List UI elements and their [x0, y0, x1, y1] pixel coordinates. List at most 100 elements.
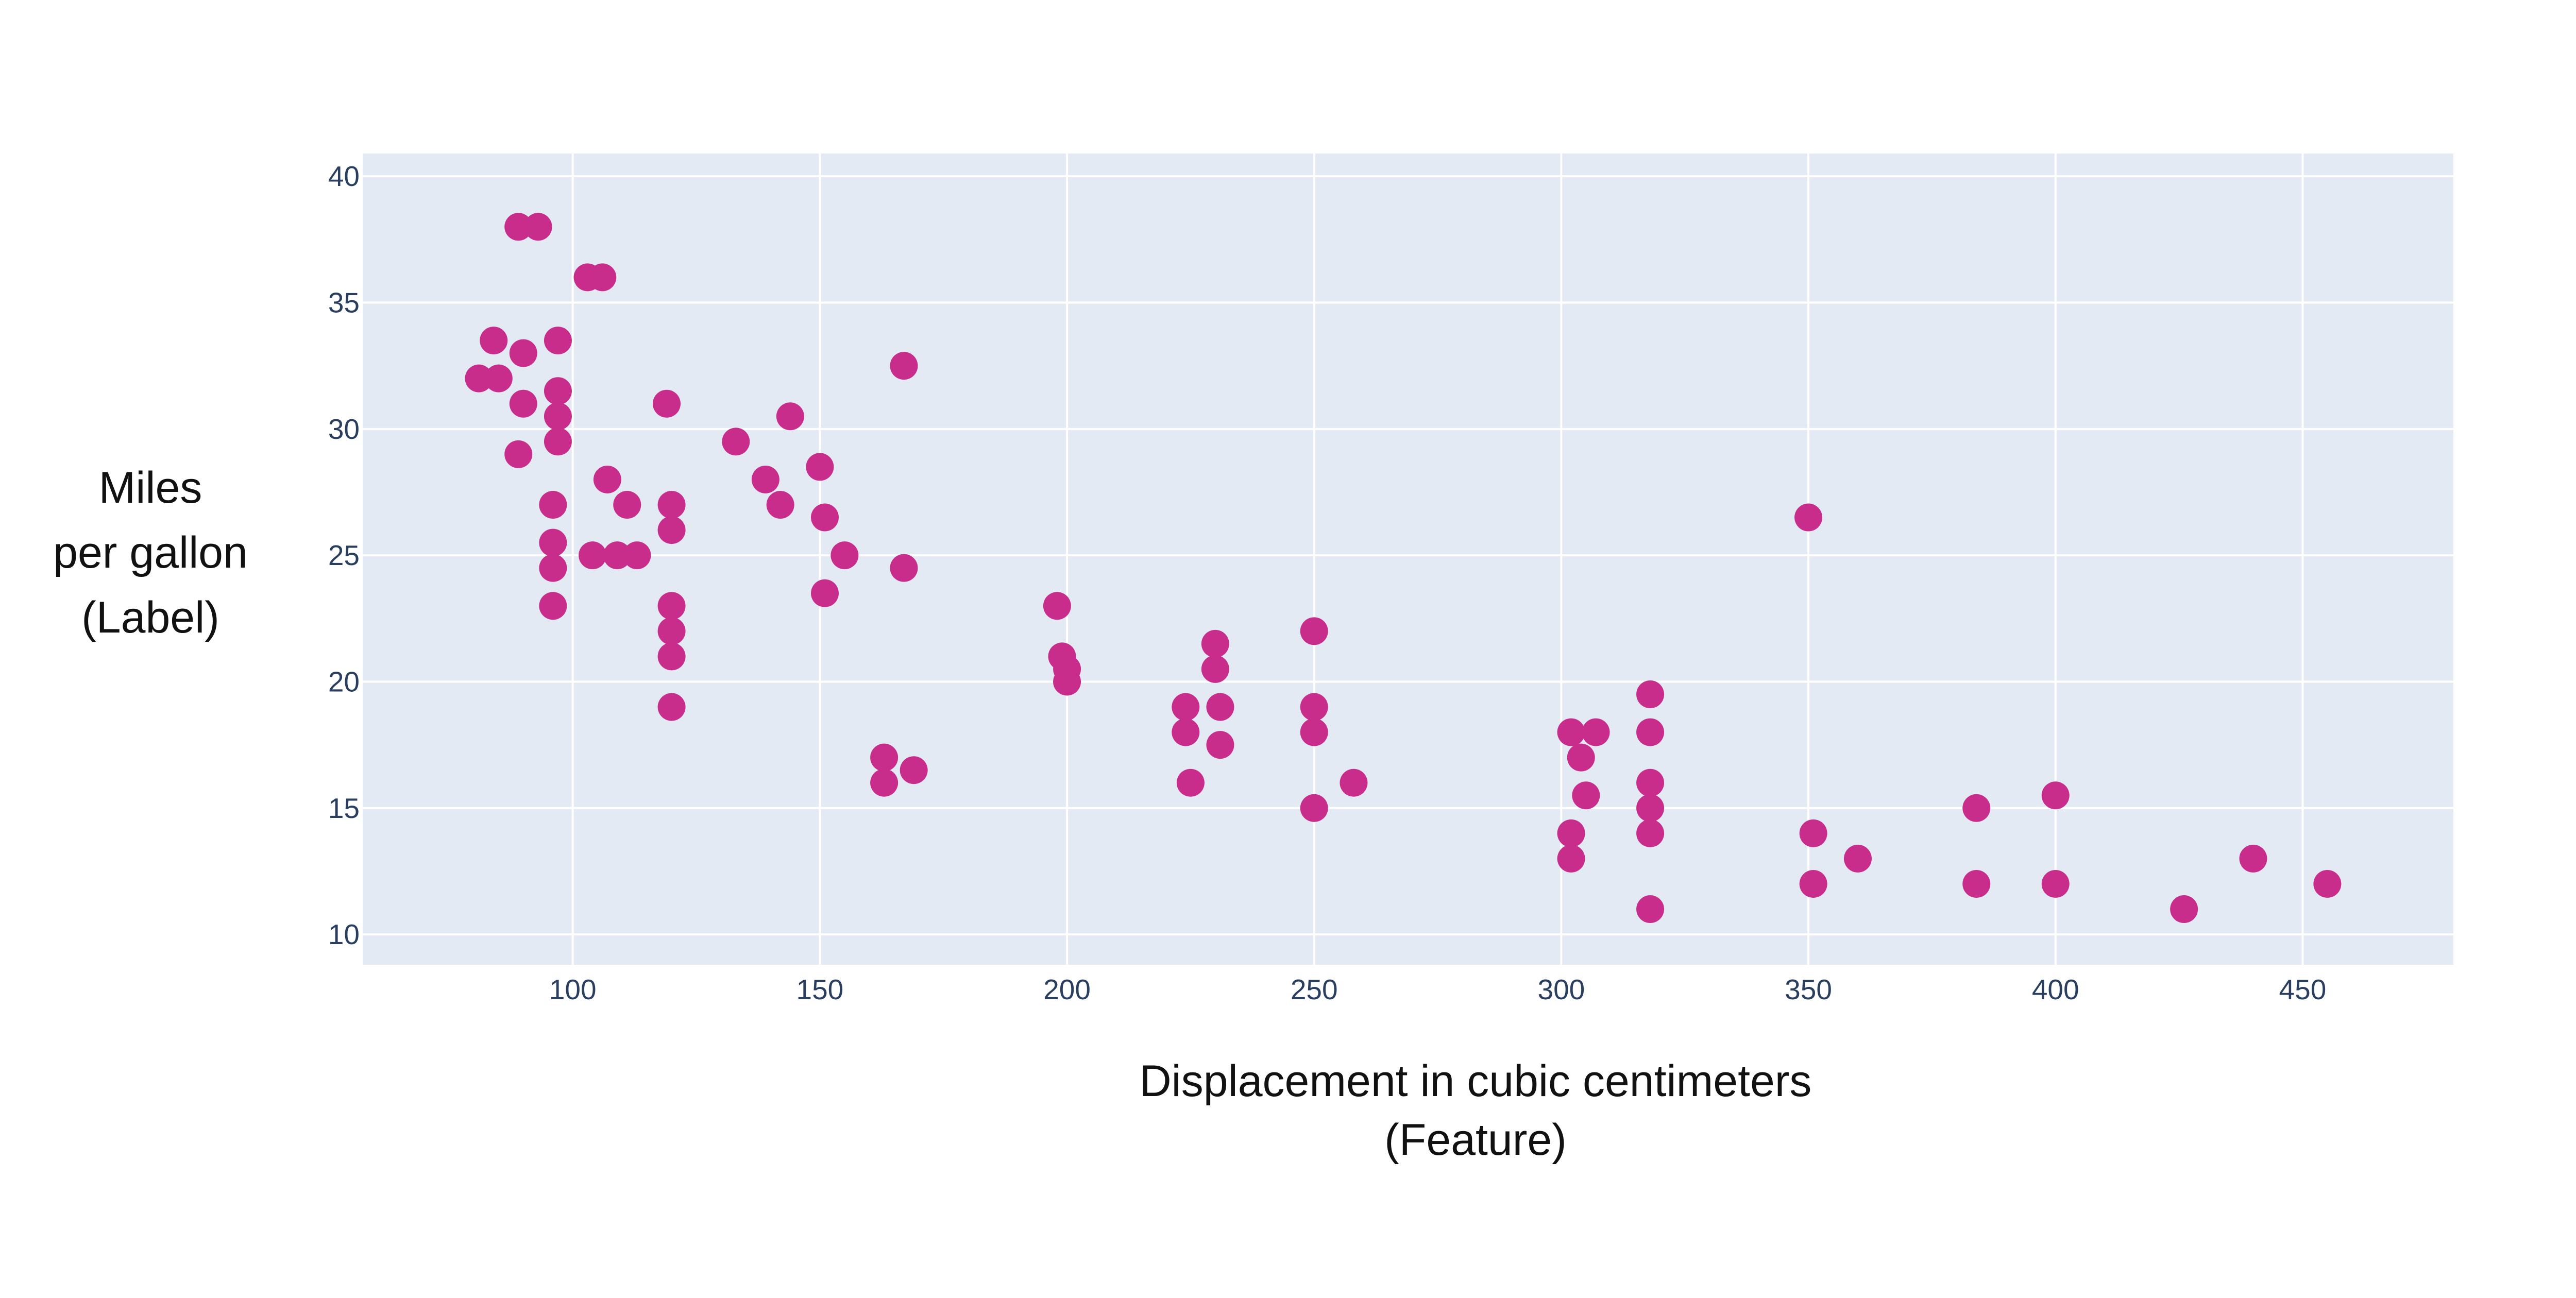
data-point[interactable]: [465, 364, 493, 392]
y-tick-label: 20: [328, 665, 360, 697]
data-point[interactable]: [1206, 731, 1234, 759]
data-point[interactable]: [1636, 718, 1665, 746]
tick-labels: 100 150 200 250 300 350 400 450 10 15 20 25 30 35 40: [328, 160, 2326, 1005]
data-point[interactable]: [539, 554, 567, 582]
y-axis-title-line3: (Label): [81, 593, 219, 642]
data-point[interactable]: [657, 617, 686, 645]
data-point[interactable]: [1799, 869, 1827, 898]
data-point[interactable]: [657, 491, 686, 519]
data-point[interactable]: [1636, 794, 1665, 822]
data-point[interactable]: [1176, 768, 1205, 797]
x-tick-label: 100: [549, 973, 597, 1005]
y-tick-label: 25: [328, 539, 360, 571]
data-point[interactable]: [1843, 844, 1872, 873]
data-point[interactable]: [603, 541, 632, 570]
data-point[interactable]: [539, 491, 567, 519]
x-tick-label: 450: [2279, 973, 2327, 1005]
x-tick-label: 400: [2032, 973, 2079, 1005]
data-point[interactable]: [1962, 794, 1991, 822]
data-points: [465, 213, 2342, 924]
data-point[interactable]: [657, 642, 686, 671]
data-point[interactable]: [1636, 819, 1665, 847]
y-tick-label: 10: [328, 918, 360, 950]
y-tick-label: 40: [328, 160, 360, 192]
data-point[interactable]: [1636, 768, 1665, 797]
y-tick-label: 30: [328, 413, 360, 445]
x-tick-label: 300: [1538, 973, 1585, 1005]
data-point[interactable]: [657, 693, 686, 721]
data-point[interactable]: [1043, 592, 1071, 620]
data-point[interactable]: [544, 327, 572, 355]
data-point[interactable]: [1557, 819, 1585, 847]
data-point[interactable]: [766, 491, 794, 519]
data-point[interactable]: [870, 768, 899, 797]
data-point[interactable]: [544, 402, 572, 431]
data-point[interactable]: [890, 352, 918, 380]
data-point[interactable]: [1172, 718, 1200, 746]
y-tick-label: 15: [328, 792, 360, 824]
data-point[interactable]: [1300, 617, 1328, 645]
data-point[interactable]: [1053, 668, 1081, 696]
data-point[interactable]: [539, 528, 567, 557]
data-point[interactable]: [2041, 781, 2070, 810]
data-point[interactable]: [593, 465, 621, 493]
data-point[interactable]: [810, 503, 839, 532]
data-point[interactable]: [613, 491, 641, 519]
data-point[interactable]: [544, 428, 572, 456]
x-tick-label: 250: [1291, 973, 1338, 1005]
data-point[interactable]: [657, 592, 686, 620]
data-point[interactable]: [1201, 629, 1229, 658]
data-point[interactable]: [588, 263, 617, 292]
data-point[interactable]: [806, 453, 834, 481]
data-point[interactable]: [652, 389, 681, 418]
data-point[interactable]: [776, 402, 804, 431]
data-point[interactable]: [2313, 869, 2342, 898]
data-point[interactable]: [1300, 718, 1328, 746]
data-point[interactable]: [1582, 718, 1610, 746]
data-point[interactable]: [2041, 869, 2070, 898]
y-axis-title-line2: per gallon: [53, 528, 248, 577]
data-point[interactable]: [1300, 794, 1328, 822]
data-point[interactable]: [504, 213, 533, 241]
data-point[interactable]: [890, 554, 918, 582]
x-tick-label: 150: [796, 973, 844, 1005]
data-point[interactable]: [1201, 655, 1229, 683]
data-point[interactable]: [657, 516, 686, 544]
data-point[interactable]: [2239, 844, 2267, 873]
data-point[interactable]: [484, 364, 513, 392]
data-point[interactable]: [2170, 895, 2198, 924]
x-axis-title-line2: (Feature): [1384, 1115, 1567, 1165]
plot-area: [363, 153, 2453, 965]
data-point[interactable]: [509, 389, 537, 418]
data-point[interactable]: [539, 592, 567, 620]
data-point[interactable]: [1557, 844, 1585, 873]
data-point[interactable]: [1962, 869, 1991, 898]
data-point[interactable]: [1567, 743, 1595, 772]
data-point[interactable]: [810, 579, 839, 607]
data-point[interactable]: [1172, 693, 1200, 721]
data-point[interactable]: [1557, 718, 1585, 746]
data-point[interactable]: [480, 327, 508, 355]
data-point[interactable]: [524, 213, 552, 241]
data-point[interactable]: [579, 541, 607, 570]
data-point[interactable]: [1572, 781, 1600, 810]
data-point[interactable]: [1636, 895, 1665, 924]
data-point[interactable]: [722, 428, 750, 456]
data-point[interactable]: [1799, 819, 1827, 847]
data-point[interactable]: [831, 541, 859, 570]
data-point[interactable]: [751, 465, 779, 493]
data-point[interactable]: [509, 339, 537, 367]
data-point[interactable]: [900, 756, 928, 784]
data-point[interactable]: [504, 440, 533, 468]
gridlines: [363, 153, 2453, 965]
data-point[interactable]: [1340, 768, 1368, 797]
data-point[interactable]: [544, 377, 572, 405]
data-point[interactable]: [1300, 693, 1328, 721]
data-point[interactable]: [870, 743, 899, 772]
data-point[interactable]: [1636, 680, 1665, 708]
data-point[interactable]: [623, 541, 651, 570]
data-point[interactable]: [1794, 503, 1823, 532]
data-point[interactable]: [1206, 693, 1234, 721]
